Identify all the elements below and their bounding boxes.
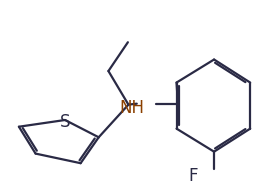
Text: S: S — [60, 113, 71, 131]
Text: F: F — [188, 167, 198, 185]
Text: NH: NH — [120, 98, 145, 117]
